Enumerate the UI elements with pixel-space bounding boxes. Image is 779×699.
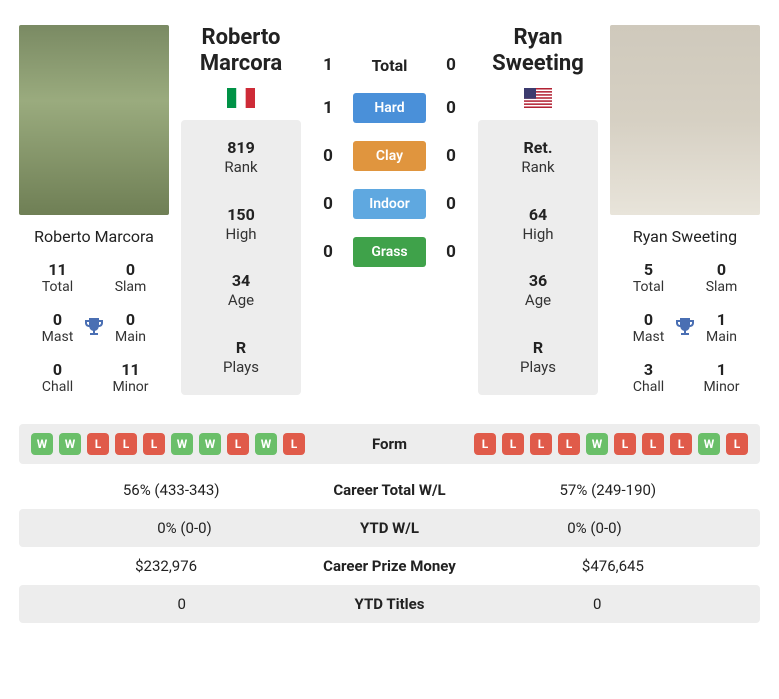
form-loss-badge: L (87, 433, 109, 455)
compare-left-value: 56% (433-343) (31, 481, 311, 499)
form-badges-left: WWLLLWWLWL (31, 433, 350, 455)
card-plays: R Plays (478, 338, 598, 377)
mini-main: 0 Main (96, 310, 165, 346)
form-loss-badge: L (642, 433, 664, 455)
compare-row: $232,976 Career Prize Money $476,645 (19, 547, 760, 585)
mini-main: 1 Main (687, 310, 756, 346)
card-rank: Ret. Rank (478, 138, 598, 177)
compare-row: 0 YTD Titles 0 (19, 585, 760, 623)
compare-row: 0% (0-0) YTD W/L 0% (0-0) (19, 509, 760, 547)
form-loss-badge: L (530, 433, 552, 455)
card-age: 34 Age (181, 271, 301, 310)
form-loss-badge: L (115, 433, 137, 455)
card-high: 150 High (181, 205, 301, 244)
form-loss-badge: L (283, 433, 305, 455)
h2h-total: 1 Total 0 (313, 55, 466, 75)
player-left-card: 819 Rank 150 High 34 Age R Plays (181, 120, 301, 395)
trophy-icon (673, 316, 697, 340)
compare-label: YTD Titles (343, 595, 437, 613)
h2h-indoor: 0 Indoor 0 (313, 189, 466, 219)
form-win-badge: W (698, 433, 720, 455)
form-loss-badge: L (143, 433, 165, 455)
compare-table: 56% (433-343) Career Total W/L 57% (249-19… (19, 471, 760, 623)
card-age: 36 Age (478, 271, 598, 310)
mini-chall: 0 Chall (23, 360, 92, 396)
player-left-lower-name: Roberto Marcora (19, 227, 169, 246)
player-right-block: Ryan Sweeting 5 Total 0 Slam 0 Mast 1 Ma… (610, 19, 760, 396)
mini-total: 11 Total (23, 260, 92, 296)
form-win-badge: W (199, 433, 221, 455)
mini-total: 5 Total (614, 260, 683, 296)
compare-label: Career Prize Money (311, 557, 468, 575)
h2h-clay: 0 Clay 0 (313, 141, 466, 171)
player-left-name: Roberto Marcora (181, 25, 301, 78)
form-win-badge: W (255, 433, 277, 455)
compare-left-value: $232,976 (31, 557, 301, 575)
card-rank: 819 Rank (181, 138, 301, 177)
surface-hard[interactable]: Hard (353, 93, 426, 123)
form-win-badge: W (59, 433, 81, 455)
player-left-mini-grid: 11 Total 0 Slam 0 Mast 0 Main 0 Chall 11… (19, 260, 169, 396)
player-left-block: Roberto Marcora 11 Total 0 Slam 0 Mast 0… (19, 19, 169, 396)
form-loss-badge: L (726, 433, 748, 455)
compare-left-value: 0 (31, 595, 333, 613)
h2h-hard: 1 Hard 0 (313, 93, 466, 123)
compare-row: 56% (433-343) Career Total W/L 57% (249-19… (19, 471, 760, 509)
player-left-meta: Roberto Marcora 819 Rank 150 High 34 Age… (181, 19, 301, 395)
player-photo-right (610, 25, 760, 215)
h2h-column: 1 Total 0 1 Hard 0 0 Clay 0 0 Indoor 0 0… (313, 19, 466, 267)
top-grid: Roberto Marcora 11 Total 0 Slam 0 Mast 0… (19, 19, 760, 396)
form-loss-badge: L (502, 433, 524, 455)
trophy-icon (82, 316, 106, 340)
surface-grass[interactable]: Grass (353, 237, 426, 267)
mini-slam: 0 Slam (687, 260, 756, 296)
flag-italy-icon (227, 88, 255, 108)
flag-usa-icon (524, 88, 552, 108)
player-right-card: Ret. Rank 64 High 36 Age R Plays (478, 120, 598, 395)
player-right-name: Ryan Sweeting (478, 25, 598, 78)
form-win-badge: W (31, 433, 53, 455)
compare-label: YTD W/L (348, 519, 431, 537)
form-win-badge: W (586, 433, 608, 455)
player-right-mini-grid: 5 Total 0 Slam 0 Mast 1 Main 3 Chall 1 M… (610, 260, 760, 396)
form-badges-right: LLLLWLLLWL (429, 433, 748, 455)
compare-right-value: 57% (249-190) (468, 481, 748, 499)
mini-chall: 3 Chall (614, 360, 683, 396)
compare-right-value: 0% (0-0) (441, 519, 748, 537)
card-high: 64 High (478, 205, 598, 244)
card-plays: R Plays (181, 338, 301, 377)
form-label: Form (360, 435, 419, 453)
compare-label: Career Total W/L (321, 481, 457, 499)
form-loss-badge: L (227, 433, 249, 455)
form-loss-badge: L (670, 433, 692, 455)
form-loss-badge: L (558, 433, 580, 455)
form-loss-badge: L (474, 433, 496, 455)
player-right-lower-name: Ryan Sweeting (610, 227, 760, 246)
form-win-badge: W (171, 433, 193, 455)
mini-slam: 0 Slam (96, 260, 165, 296)
surface-indoor[interactable]: Indoor (353, 189, 426, 219)
h2h-grass: 0 Grass 0 (313, 237, 466, 267)
compare-right-value: $476,645 (478, 557, 748, 575)
form-row: WWLLLWWLWL Form LLLLWLLLWL (19, 424, 760, 464)
surface-clay[interactable]: Clay (353, 141, 426, 171)
player-photo-left (19, 25, 169, 215)
mini-minor: 1 Minor (687, 360, 756, 396)
mini-minor: 11 Minor (96, 360, 165, 396)
player-right-meta: Ryan Sweeting Ret. Rank 64 High 36 Age R (478, 19, 598, 395)
form-loss-badge: L (614, 433, 636, 455)
compare-left-value: 0% (0-0) (31, 519, 338, 537)
compare-right-value: 0 (446, 595, 748, 613)
